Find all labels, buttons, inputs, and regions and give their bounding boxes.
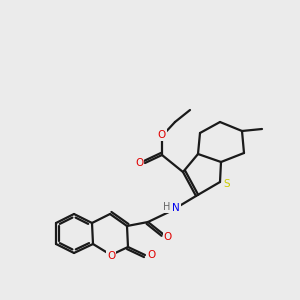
Text: O: O — [107, 251, 115, 261]
Text: H: H — [163, 202, 171, 212]
Text: O: O — [147, 250, 155, 260]
Text: S: S — [224, 179, 230, 189]
Text: N: N — [172, 203, 180, 213]
Text: O: O — [158, 130, 166, 140]
Text: O: O — [135, 158, 143, 168]
Text: O: O — [164, 232, 172, 242]
